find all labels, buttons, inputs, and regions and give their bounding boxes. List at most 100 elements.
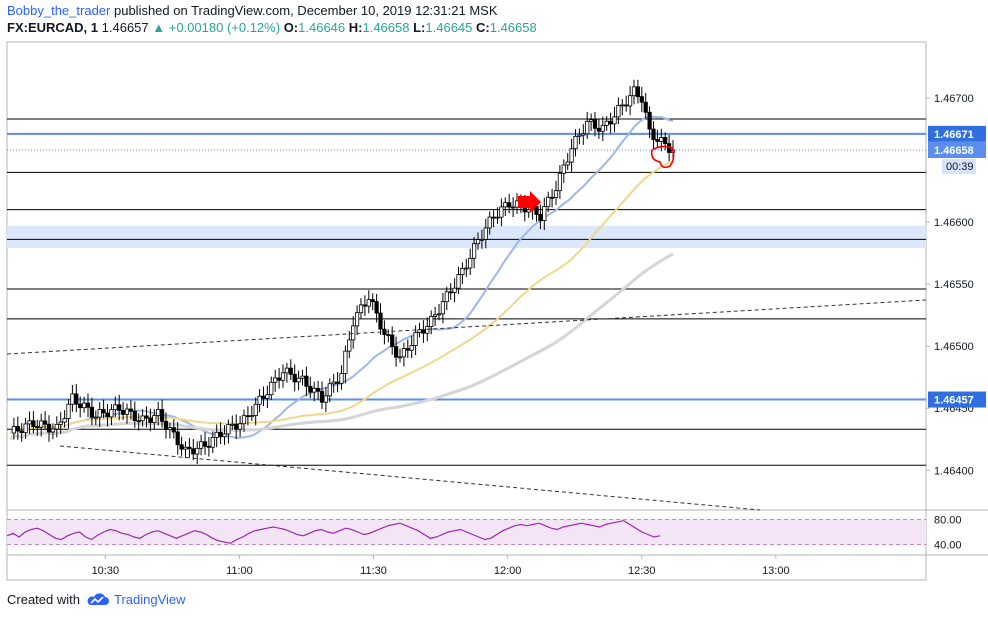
red-arrow-annotation[interactable] (518, 191, 541, 213)
candle-body[interactable] (581, 133, 586, 136)
candle-body[interactable] (647, 111, 652, 130)
candle-body[interactable] (31, 420, 36, 427)
candle-body[interactable] (312, 387, 317, 393)
candle-body[interactable] (179, 444, 184, 450)
candle-body[interactable] (639, 96, 644, 103)
candle-body[interactable] (97, 409, 102, 418)
candle-body[interactable] (93, 416, 98, 419)
candle-body[interactable] (245, 415, 250, 418)
candle-body[interactable] (510, 206, 516, 209)
candle-body[interactable] (296, 377, 301, 383)
candle-body[interactable] (15, 426, 20, 432)
candle-body[interactable] (249, 415, 254, 417)
candle-body[interactable] (66, 403, 71, 420)
moving-average-slow[interactable] (9, 252, 674, 441)
candle-body[interactable] (592, 119, 598, 129)
candle-body[interactable] (323, 395, 329, 403)
candle-body[interactable] (191, 448, 196, 455)
candle-body[interactable] (526, 209, 531, 213)
candle-body[interactable] (358, 304, 364, 314)
candle-body[interactable] (503, 202, 508, 208)
candle-body[interactable] (54, 423, 59, 430)
candle-body[interactable] (159, 409, 165, 422)
candle-body[interactable] (304, 375, 309, 387)
candle-body[interactable] (269, 381, 274, 396)
candle-body[interactable] (436, 313, 442, 316)
candle-body[interactable] (565, 161, 570, 166)
candle-body[interactable] (167, 427, 172, 430)
candle-body[interactable] (117, 404, 122, 411)
candle-body[interactable] (148, 417, 153, 423)
candle-body[interactable] (401, 348, 407, 358)
candle-body[interactable] (70, 393, 75, 405)
candle-body[interactable] (499, 206, 504, 218)
candle-body[interactable] (74, 393, 79, 405)
candle-body[interactable] (600, 124, 605, 132)
candle-body[interactable] (163, 420, 169, 430)
candle-body[interactable] (573, 135, 578, 150)
candle-body[interactable] (421, 329, 426, 334)
author-name[interactable]: Bobby_the_trader (7, 3, 111, 18)
candle-body[interactable] (596, 127, 602, 132)
candle-body[interactable] (491, 216, 496, 219)
candle-body[interactable] (230, 423, 235, 426)
candle-body[interactable] (315, 387, 321, 392)
candle-body[interactable] (132, 410, 137, 422)
candle-body[interactable] (550, 196, 555, 199)
candle-body[interactable] (538, 214, 543, 221)
candle-body[interactable] (604, 120, 609, 126)
candle-body[interactable] (440, 301, 446, 315)
candle-body[interactable] (82, 402, 87, 409)
candle-body[interactable] (628, 95, 633, 107)
candle-body[interactable] (234, 423, 239, 430)
candle-body[interactable] (85, 402, 91, 408)
moving-average-mid[interactable] (9, 160, 674, 434)
candle-body[interactable] (218, 431, 223, 438)
candle-body[interactable] (413, 332, 418, 346)
candle-body[interactable] (206, 445, 211, 448)
candle-body[interactable] (643, 101, 648, 113)
candle-body[interactable] (347, 339, 352, 352)
candle-body[interactable] (432, 314, 438, 317)
candle-body[interactable] (483, 227, 488, 240)
candle-body[interactable] (124, 408, 130, 415)
candle-body[interactable] (471, 243, 477, 259)
candle-body[interactable] (561, 164, 566, 174)
candle-body[interactable] (27, 420, 32, 425)
tradingview-brand-link[interactable]: TradingView (113, 592, 186, 607)
candle-body[interactable] (195, 447, 200, 455)
candle-body[interactable] (651, 128, 656, 141)
candle-body[interactable] (273, 377, 278, 383)
candle-body[interactable] (464, 267, 469, 270)
ascending-trend-line[interactable] (6, 299, 927, 355)
rsi-line[interactable] (6, 520, 661, 544)
candle-body[interactable] (276, 377, 282, 381)
candle-body[interactable] (374, 301, 379, 314)
candle-body[interactable] (608, 120, 613, 125)
candle-body[interactable] (354, 312, 360, 327)
candle-body[interactable] (288, 367, 293, 375)
candle-body[interactable] (425, 326, 430, 334)
candle-body[interactable] (109, 409, 114, 418)
candle-body[interactable] (198, 441, 204, 449)
candle-body[interactable] (624, 104, 629, 107)
candle-body[interactable] (487, 216, 492, 229)
candle-body[interactable] (460, 267, 465, 275)
candle-body[interactable] (507, 202, 512, 208)
candle-body[interactable] (479, 238, 485, 241)
candle-body[interactable] (128, 408, 133, 412)
candle-body[interactable] (335, 381, 340, 384)
candle-body[interactable] (553, 190, 559, 198)
candle-body[interactable] (370, 299, 375, 302)
candle-body[interactable] (43, 420, 48, 425)
candle-body[interactable] (261, 395, 266, 399)
candle-body[interactable] (265, 394, 270, 399)
candle-body[interactable] (390, 334, 395, 348)
candle-body[interactable] (327, 383, 332, 397)
candle-body[interactable] (19, 430, 24, 434)
candle-body[interactable] (113, 404, 118, 411)
candle-body[interactable] (78, 403, 83, 409)
candle-body[interactable] (659, 136, 664, 142)
candle-body[interactable] (101, 409, 106, 414)
candle-body[interactable] (105, 412, 110, 418)
